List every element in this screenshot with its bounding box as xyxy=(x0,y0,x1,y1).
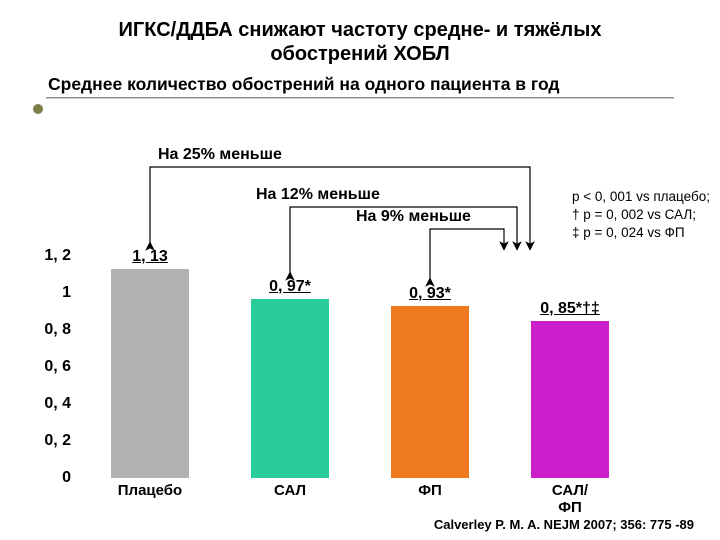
x-label: САЛ xyxy=(274,482,306,499)
x-label: Плацебо xyxy=(118,482,182,499)
title-line1: ИГКС/ДДБА снижают частоту средне- и тяжё… xyxy=(119,19,602,41)
bar: 0, 97* xyxy=(251,299,329,478)
annot-12: На 12% меньше xyxy=(256,186,380,204)
y-tick: 0, 8 xyxy=(44,321,71,339)
bar-group: 1, 13 0, 97* 0, 93* 0, 85*†‡ xyxy=(75,256,615,478)
bar-value-label: 0, 93* xyxy=(409,285,451,303)
citation: Calverley P. M. A. NEJM 2007; 356: 775 -… xyxy=(434,517,694,532)
y-tick: 1, 2 xyxy=(44,247,71,265)
divider xyxy=(46,97,674,99)
y-tick: 0, 2 xyxy=(44,432,71,450)
p-values-note: p < 0, 001 vs плацебо; † p = 0, 002 vs С… xyxy=(572,188,710,243)
bullet-icon xyxy=(33,104,43,114)
x-label: ФП xyxy=(418,482,442,499)
title-line2: обострений ХОБЛ xyxy=(270,43,449,65)
chart-subtitle: Среднее количество обострений на одного … xyxy=(48,74,692,95)
bar-value-label: 0, 85*†‡ xyxy=(540,300,600,318)
bar: 0, 93* xyxy=(391,306,469,478)
y-axis: 1, 210, 80, 60, 40, 20 xyxy=(20,256,75,478)
x-label: САЛ/ФП xyxy=(548,482,593,516)
y-tick: 0, 6 xyxy=(44,358,71,376)
annot-9: На 9% меньше xyxy=(356,208,471,226)
bar-value-label: 0, 97* xyxy=(269,278,311,296)
x-axis-labels: ПлацебоСАЛФПСАЛ/ФП xyxy=(75,482,615,504)
slide-title: ИГКС/ДДБА снижают частоту средне- и тяжё… xyxy=(58,18,662,66)
bar-value-label: 1, 13 xyxy=(132,248,168,266)
annot-25: На 25% меньше xyxy=(158,146,282,164)
y-tick: 1 xyxy=(62,284,71,302)
pnote-line2: † p = 0, 002 vs САЛ; xyxy=(572,207,696,222)
bar: 1, 13 xyxy=(111,269,189,478)
pnote-line1: p < 0, 001 vs плацебо; xyxy=(572,189,710,204)
y-tick: 0, 4 xyxy=(44,395,71,413)
y-tick: 0 xyxy=(62,469,71,487)
pnote-line3: ‡ p = 0, 024 vs ФП xyxy=(572,225,685,240)
bar: 0, 85*†‡ xyxy=(531,321,609,478)
